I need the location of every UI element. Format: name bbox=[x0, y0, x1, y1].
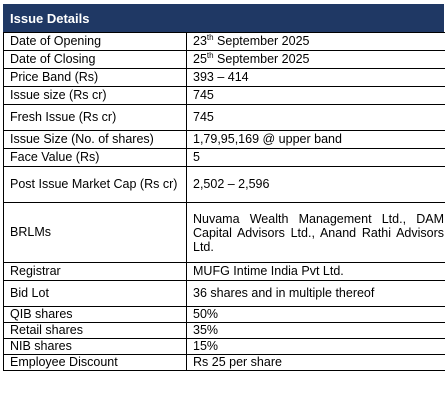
date-suffix: th bbox=[207, 33, 214, 42]
date-month-year: September 2025 bbox=[214, 34, 310, 48]
row-value: 25th September 2025 bbox=[187, 51, 445, 69]
date-day: 23 bbox=[193, 34, 207, 48]
row-label: QIB shares bbox=[4, 307, 187, 323]
row-label: BRLMs bbox=[4, 203, 187, 263]
table-row: Fresh Issue (Rs cr) 745 bbox=[4, 105, 445, 131]
row-label: Date of Opening bbox=[4, 33, 187, 51]
row-value: Nuvama Wealth Management Ltd., DAM Capit… bbox=[187, 203, 445, 263]
row-value: Rs 25 per share bbox=[187, 355, 445, 371]
row-label: Date of Closing bbox=[4, 51, 187, 69]
date-day: 25 bbox=[193, 52, 207, 66]
row-value: 393 – 414 bbox=[187, 69, 445, 87]
row-label: Price Band (Rs) bbox=[4, 69, 187, 87]
row-label: NIB shares bbox=[4, 339, 187, 355]
row-value: 23th September 2025 bbox=[187, 33, 445, 51]
row-label: Employee Discount bbox=[4, 355, 187, 371]
table-row: Employee Discount Rs 25 per share bbox=[4, 355, 445, 371]
row-value: 745 bbox=[187, 105, 445, 131]
table-row: Price Band (Rs) 393 – 414 bbox=[4, 69, 445, 87]
row-label: Fresh Issue (Rs cr) bbox=[4, 105, 187, 131]
table-row: QIB shares 50% bbox=[4, 307, 445, 323]
table-row: Face Value (Rs) 5 bbox=[4, 149, 445, 167]
table-title: Issue Details bbox=[3, 4, 444, 32]
row-label: Issue size (Rs cr) bbox=[4, 87, 187, 105]
row-value: 745 bbox=[187, 87, 445, 105]
table-row: Post Issue Market Cap (Rs cr) 2,502 – 2,… bbox=[4, 167, 445, 203]
row-label: Registrar bbox=[4, 263, 187, 281]
row-label: Retail shares bbox=[4, 323, 187, 339]
row-label: Issue Size (No. of shares) bbox=[4, 131, 187, 149]
date-month-year: September 2025 bbox=[214, 52, 310, 66]
row-value: 36 shares and in multiple thereof bbox=[187, 281, 445, 307]
row-value: 50% bbox=[187, 307, 445, 323]
issue-details-table: Issue Details Date of Opening 23th Septe… bbox=[3, 4, 444, 371]
row-value: 2,502 – 2,596 bbox=[187, 167, 445, 203]
row-label: Face Value (Rs) bbox=[4, 149, 187, 167]
table-row: BRLMs Nuvama Wealth Management Ltd., DAM… bbox=[4, 203, 445, 263]
table-row: Registrar MUFG Intime India Pvt Ltd. bbox=[4, 263, 445, 281]
row-value: 1,79,95,169 @ upper band bbox=[187, 131, 445, 149]
issue-details-grid: Date of Opening 23th September 2025 Date… bbox=[3, 32, 445, 371]
table-row: Date of Opening 23th September 2025 bbox=[4, 33, 445, 51]
row-value: 35% bbox=[187, 323, 445, 339]
table-row: Retail shares 35% bbox=[4, 323, 445, 339]
row-value: 5 bbox=[187, 149, 445, 167]
table-row: NIB shares 15% bbox=[4, 339, 445, 355]
table-row: Date of Closing 25th September 2025 bbox=[4, 51, 445, 69]
row-label: Post Issue Market Cap (Rs cr) bbox=[4, 167, 187, 203]
table-row: Issue Size (No. of shares) 1,79,95,169 @… bbox=[4, 131, 445, 149]
row-value: 15% bbox=[187, 339, 445, 355]
table-row: Issue size (Rs cr) 745 bbox=[4, 87, 445, 105]
row-label: Bid Lot bbox=[4, 281, 187, 307]
row-value: MUFG Intime India Pvt Ltd. bbox=[187, 263, 445, 281]
table-row: Bid Lot 36 shares and in multiple thereo… bbox=[4, 281, 445, 307]
date-suffix: th bbox=[207, 51, 214, 60]
